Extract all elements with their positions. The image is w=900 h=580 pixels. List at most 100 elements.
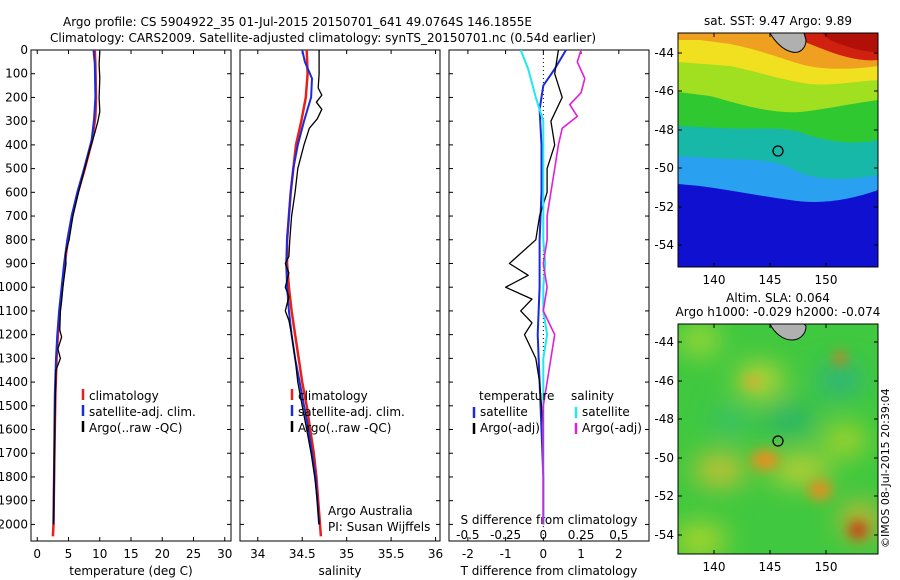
sst-title: sat. SST: 9.47 Argo: 9.89 (704, 14, 852, 28)
x-tick-label: 30 (217, 547, 232, 561)
sla-field (678, 324, 878, 554)
y-tick-label: 1600 (0, 423, 28, 437)
plot-frame (448, 49, 650, 542)
plot-frame (30, 49, 232, 542)
panel-salinity: 34 34.5 35 35.5 36 salinity climatology satelli… (239, 49, 443, 578)
x-tick-label: -2 (462, 547, 474, 561)
y-tick-label: 600 (5, 185, 28, 199)
y-tick-label: 200 (5, 90, 28, 104)
lat-tick-label: -54 (654, 238, 674, 252)
legend-label: Argo(-adj) (480, 421, 540, 435)
x-axis-label: T difference from climatology (460, 564, 638, 578)
lat-tick-label: -54 (654, 528, 674, 542)
sla-map: Altim. SLA: 0.064 Argo h1000: -0.029 h20… (654, 291, 880, 574)
y-tick-label: 1900 (0, 494, 28, 508)
plot-frame (239, 49, 441, 542)
series-satellite-adj-clim- (285, 49, 321, 525)
panel-difference: -2 -1 0 1 2 T difference from climatology S di… (448, 49, 650, 578)
lon-tick-label: 140 (703, 560, 726, 574)
annotation-line: Argo Australia (328, 504, 413, 518)
x-tick-label: 2 (615, 547, 623, 561)
s-tick-label: 0 (540, 528, 548, 542)
s-tick-label: -0.25 (490, 528, 521, 542)
panel-temperature: 0 100 200 300 400 500 600 700 800 900 1000 1100 1200… (0, 43, 232, 578)
lat-tick-label: -52 (654, 489, 674, 503)
s-tick-label: -0.5 (456, 528, 479, 542)
x-tick-label: 20 (155, 547, 170, 561)
series-s-satellite (519, 49, 549, 525)
legend-title-salinity: salinity (571, 389, 614, 403)
y-tick-label: 500 (5, 162, 28, 176)
series-t-satellite (536, 49, 567, 525)
series-t-argo-adj- (504, 49, 563, 525)
header-line1: Argo profile: CS 5904922_35 01-Jul-2015 … (63, 15, 532, 29)
top-axis-label: S difference from climatology (461, 513, 638, 527)
x-tick-label: 0 (540, 547, 548, 561)
series-argo-raw-qc- (52, 51, 101, 525)
y-tick-label: 700 (5, 209, 28, 223)
annotation-line: PI: Susan Wijffels (328, 520, 430, 534)
x-tick-label: 34 (250, 547, 265, 561)
x-tick-label: 10 (92, 547, 107, 561)
x-tick-label: 1 (577, 547, 585, 561)
lat-tick-label: -48 (654, 412, 674, 426)
lon-tick-label: 150 (815, 273, 838, 287)
x-tick-label: 35.5 (378, 547, 405, 561)
x-tick-label: 25 (186, 547, 201, 561)
x-axis-label: temperature (deg C) (69, 564, 192, 578)
x-tick-label: 36 (428, 547, 443, 561)
series-s-argo-adj- (542, 49, 586, 525)
sla-title-2: Argo h1000: -0.029 h2000: -0.074 (676, 305, 881, 319)
y-tick-label: 2000 (0, 517, 28, 531)
x-tick-label: 35 (339, 547, 354, 561)
x-tick-label: 5 (65, 547, 73, 561)
argo-location-marker-sla (772, 435, 784, 447)
y-tick-label: 1300 (0, 351, 28, 365)
legend-label: Argo(-adj) (582, 421, 642, 435)
s-tick-label: 0.5 (609, 528, 628, 542)
y-tick-label: 400 (5, 138, 28, 152)
y-tick-label: 1500 (0, 399, 28, 413)
legend-label: satellite-adj. clim. (89, 405, 196, 419)
y-tick-label: 1700 (0, 446, 28, 460)
y-tick-label: 1200 (0, 328, 28, 342)
lat-tick-label: -44 (654, 335, 674, 349)
y-tick-label: 300 (5, 114, 28, 128)
y-tick-label: 0 (20, 43, 28, 57)
profile-panels: 0100200300400500600700800900100011001200… (0, 43, 650, 578)
lat-tick-label: -44 (654, 46, 674, 60)
legend-label: satellite-adj. clim. (298, 405, 405, 419)
legend-label: climatology (298, 389, 368, 403)
lat-tick-label: -50 (654, 161, 674, 175)
x-axis-label: salinity (318, 564, 361, 578)
legend-label: satellite (582, 405, 630, 419)
sst-map: sat. SST: 9.47 Argo: 9.89 -44 -46 -48 -50 -5… (654, 14, 879, 287)
argo-location-marker (772, 145, 784, 157)
y-tick-label: 1400 (0, 375, 28, 389)
lon-tick-label: 145 (759, 560, 782, 574)
series-climatology (285, 49, 323, 537)
series-argo-raw-qc- (284, 50, 323, 525)
header-line2: Climatology: CARS2009. Satellite-adjuste… (50, 31, 596, 45)
lat-tick-label: -52 (654, 200, 674, 214)
y-tick-label: 1100 (0, 304, 28, 318)
x-tick-label: 34.5 (289, 547, 316, 561)
legend-label: Argo(..raw -QC) (89, 421, 182, 435)
legend-label: satellite (480, 405, 528, 419)
y-tick-label: 100 (5, 67, 28, 81)
lon-tick-label: 150 (815, 560, 838, 574)
legend-label: Argo(..raw -QC) (298, 421, 391, 435)
x-tick-label: 15 (123, 547, 138, 561)
legend-title-temperature: temperature (479, 389, 554, 403)
y-tick-label: 1800 (0, 470, 28, 484)
y-tick-label: 800 (5, 233, 28, 247)
lat-tick-label: -46 (654, 374, 674, 388)
lat-tick-label: -48 (654, 123, 674, 137)
x-tick-label: -1 (500, 547, 512, 561)
lat-tick-label: -46 (654, 84, 674, 98)
y-tick-label: 1000 (0, 280, 28, 294)
y-tick-label: 900 (5, 256, 28, 270)
sst-field (678, 33, 878, 267)
credit: ©IMOS 08-Jul-2015 20:39:04 (879, 388, 892, 548)
